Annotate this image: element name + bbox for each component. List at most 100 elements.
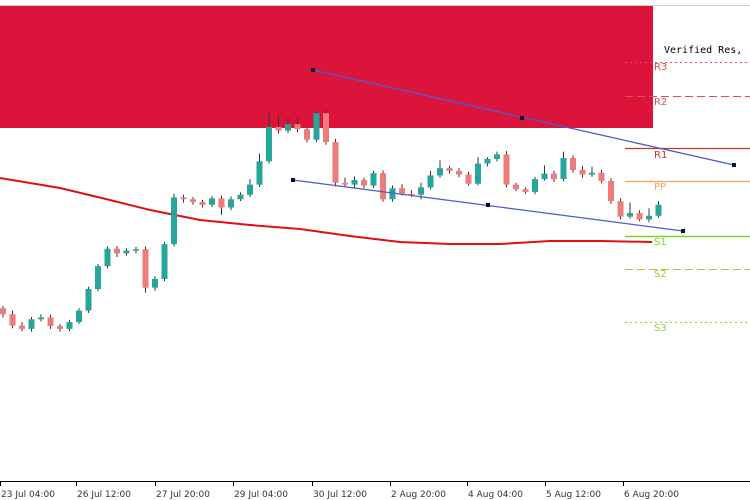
candle-body-bear [294, 124, 301, 130]
candle[interactable] [503, 151, 510, 188]
candle-body-bull [475, 163, 481, 184]
candle-body-bull [85, 289, 92, 311]
candle-body-bull [589, 172, 595, 175]
candle[interactable] [522, 187, 529, 194]
candle[interactable] [285, 117, 291, 133]
candle-body-bear [408, 193, 415, 196]
candle[interactable] [161, 241, 168, 282]
trendline-anchor[interactable] [520, 116, 524, 120]
candle[interactable] [237, 192, 244, 202]
candle-body-bull [560, 158, 567, 180]
candle-body-bear [598, 172, 605, 181]
candle-body-bear [342, 182, 348, 185]
candle[interactable] [152, 276, 158, 291]
candle[interactable] [323, 110, 329, 145]
candle[interactable] [95, 263, 101, 292]
candle[interactable] [532, 176, 538, 195]
candle[interactable] [636, 210, 643, 222]
candle-body-bear [218, 198, 225, 208]
trendline-anchor[interactable] [732, 163, 736, 167]
candle[interactable] [551, 170, 557, 182]
candle[interactable] [247, 179, 253, 197]
candle[interactable] [342, 177, 348, 188]
candle[interactable] [19, 322, 25, 332]
pivot-label-s1: S1 [654, 237, 667, 248]
candle[interactable] [275, 115, 282, 134]
candle[interactable] [114, 245, 120, 257]
candle-body-bear [399, 188, 405, 194]
candle[interactable] [541, 165, 548, 181]
candle[interactable] [598, 169, 605, 184]
candle[interactable] [646, 208, 652, 223]
candle-body-bull [123, 250, 130, 254]
candle-body-bull [484, 158, 491, 164]
candle[interactable] [304, 126, 310, 143]
candle[interactable] [104, 246, 111, 269]
candle[interactable] [484, 157, 491, 167]
moving-average-line[interactable] [0, 177, 653, 245]
candle[interactable] [123, 248, 130, 256]
candle[interactable] [85, 286, 92, 313]
candle[interactable] [76, 308, 82, 324]
candle[interactable] [437, 160, 443, 178]
candle-body-bull [627, 213, 633, 217]
candle[interactable] [456, 168, 462, 178]
candle[interactable] [570, 155, 576, 173]
pivot-label-s2: S2 [654, 269, 667, 280]
trendline-anchor[interactable] [681, 229, 685, 233]
candle[interactable] [608, 178, 614, 204]
candle[interactable] [209, 196, 215, 208]
x-axis-ticks: 23 Jul 04:00 26 Jul 12:00 27 Jul 20:00 2… [1, 490, 679, 500]
candle[interactable] [617, 198, 624, 220]
candle[interactable] [228, 196, 234, 211]
candle[interactable] [171, 193, 177, 247]
trend-channel[interactable] [291, 68, 736, 233]
candle[interactable] [180, 194, 187, 203]
candle[interactable] [361, 177, 367, 189]
candle[interactable] [313, 111, 320, 143]
trendline-anchor[interactable] [311, 68, 315, 72]
candle[interactable] [579, 165, 586, 178]
candle[interactable] [142, 246, 149, 293]
pivot-labels: R3 R2 R1 PP S1 S2 S3 [654, 62, 667, 334]
candle[interactable] [351, 176, 358, 189]
candle-body-bear [551, 173, 557, 180]
candle[interactable] [370, 170, 377, 188]
candle[interactable] [427, 170, 434, 190]
candle-body-bear [617, 201, 624, 217]
candle-body-bear [361, 180, 367, 186]
candle[interactable] [57, 323, 63, 332]
trendline-anchor[interactable] [486, 203, 490, 207]
resistance-zone[interactable] [0, 6, 653, 128]
candle[interactable] [294, 118, 301, 132]
candle[interactable] [655, 201, 662, 218]
candle[interactable] [465, 171, 472, 186]
candle[interactable] [446, 165, 453, 174]
candle[interactable] [9, 310, 16, 329]
candle[interactable] [66, 319, 73, 332]
x-tick-label: 27 Jul 20:00 [156, 490, 210, 500]
candle[interactable] [627, 202, 633, 219]
candle[interactable] [589, 166, 595, 177]
candle[interactable] [332, 138, 339, 187]
x-tick-label: 23 Jul 04:00 [1, 490, 55, 500]
candle[interactable] [47, 314, 54, 329]
candle[interactable] [494, 151, 500, 162]
candle-body-bear [190, 199, 196, 203]
pivot-label-pp: PP [654, 182, 666, 193]
candle[interactable] [380, 170, 386, 202]
trendline-anchor[interactable] [291, 178, 295, 182]
candle-body-bull [247, 184, 253, 195]
candle[interactable] [190, 196, 196, 205]
candle[interactable] [266, 111, 272, 164]
candle[interactable] [218, 195, 225, 215]
candle[interactable] [513, 182, 519, 192]
candle[interactable] [0, 305, 6, 318]
candle[interactable] [475, 157, 481, 186]
candle[interactable] [28, 316, 35, 332]
candle[interactable] [133, 246, 139, 254]
candle[interactable] [199, 199, 206, 208]
candle[interactable] [560, 151, 567, 182]
candle[interactable] [38, 314, 44, 322]
candle[interactable] [256, 153, 263, 187]
